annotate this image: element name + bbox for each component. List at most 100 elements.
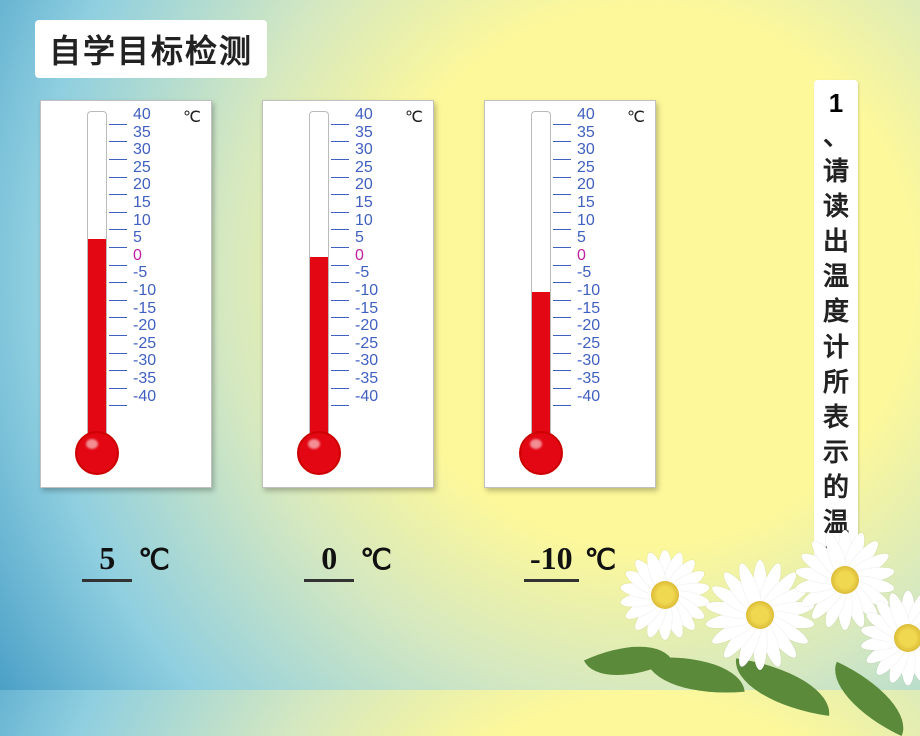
flower-center [746,601,774,629]
flower-decoration [580,480,920,700]
scale-label: -10 [355,282,378,300]
scale-row: 5 [553,238,633,256]
scale-row: 0 [331,256,411,274]
scale-label: 5 [133,229,142,247]
flower-center [651,581,679,609]
petal [631,591,671,634]
tick-major [109,282,127,283]
question-text: 、请读出温度计所表示的温度 [818,119,854,575]
thermometer-card: ℃4035302520151050-5-10-15-20-25-30-35-40 [40,100,212,488]
tick-major [109,194,127,195]
scale-label: -30 [133,352,156,370]
scale-label: 0 [355,247,364,265]
scale-label: -5 [577,264,591,282]
tick-major [553,353,571,354]
tick-major [109,353,127,354]
scale: 4035302520151050-5-10-15-20-25-30-35-40 [331,115,411,414]
question-sidebar: 1 、请读出温度计所表示的温度 [814,80,858,589]
scale-label: 20 [577,176,595,194]
question-char: 温 [818,505,854,540]
petal [755,611,801,662]
petal [759,608,816,631]
scale-label: 15 [577,194,595,212]
petal [662,566,708,601]
question-char: 温 [818,259,854,294]
petal [872,633,913,678]
scale-label: 35 [577,124,595,142]
thermometer-row: ℃4035302520151050-5-10-15-20-25-30-35-40… [40,100,656,488]
petal [757,609,812,649]
question-char: 表 [818,400,854,435]
scale-label: -40 [133,388,156,406]
question-char: 、 [818,119,854,154]
petal [658,550,687,597]
scale-label: -35 [355,370,378,388]
petal [753,615,767,670]
petal [902,597,920,642]
tick-major [553,212,571,213]
petal [660,591,700,634]
answer-value: 5 [82,540,132,582]
scale-label: -15 [133,300,156,318]
thermometer-bulb [75,431,119,475]
scale-label: 20 [355,176,373,194]
tick-major [331,141,349,142]
tick-major [109,300,127,301]
scale-label: -30 [355,352,378,370]
petal [658,593,687,640]
tick-major [553,159,571,160]
tick-major [553,317,571,318]
petal [619,580,666,602]
answer-unit: ℃ [360,545,391,576]
tick-major [109,141,127,142]
tick-major [553,388,571,389]
petal [658,550,672,595]
scale: 4035302520151050-5-10-15-20-25-30-35-40 [109,115,189,414]
tick-major [331,265,349,266]
leaf-icon [646,650,744,700]
scale-label: 20 [133,176,151,194]
tick-major [109,405,127,406]
scale-row: -40 [331,397,411,415]
petal [753,560,767,615]
petal [735,561,767,617]
thermometer-card: ℃4035302520151050-5-10-15-20-25-30-35-40 [484,100,656,488]
tick-major [553,300,571,301]
scale-label: -35 [133,370,156,388]
petal [904,608,920,644]
tick-major [109,212,127,213]
scale-label: -25 [355,335,378,353]
scale-label: -20 [577,317,600,335]
scale-label: -20 [355,317,378,335]
petal [658,595,672,640]
answer: 0℃ [262,540,434,582]
petal [705,608,762,631]
scale-label: 30 [577,141,595,159]
petal [901,590,915,638]
scale-label: 5 [577,229,586,247]
petal [757,581,812,621]
petal [709,609,764,649]
scale-label: -5 [133,264,147,282]
tick-major [109,265,127,266]
petal [885,590,914,639]
scale-label: -20 [133,317,156,335]
petal [860,622,909,644]
tick-major [331,405,349,406]
petal [904,631,920,667]
tick-major [553,194,571,195]
question-number: 1 [818,88,854,119]
thermometer-fill [310,257,328,435]
scale-label: -35 [577,370,600,388]
petal [660,556,700,599]
answer-unit: ℃ [585,545,616,576]
petal [906,622,920,644]
scale-label: 5 [355,229,364,247]
petal [662,589,708,624]
petal [753,613,785,669]
scale-row: 10 [109,221,189,239]
scale-label: 30 [355,141,373,159]
tick-major [109,317,127,318]
tick-major [331,335,349,336]
tick-major [553,124,571,125]
